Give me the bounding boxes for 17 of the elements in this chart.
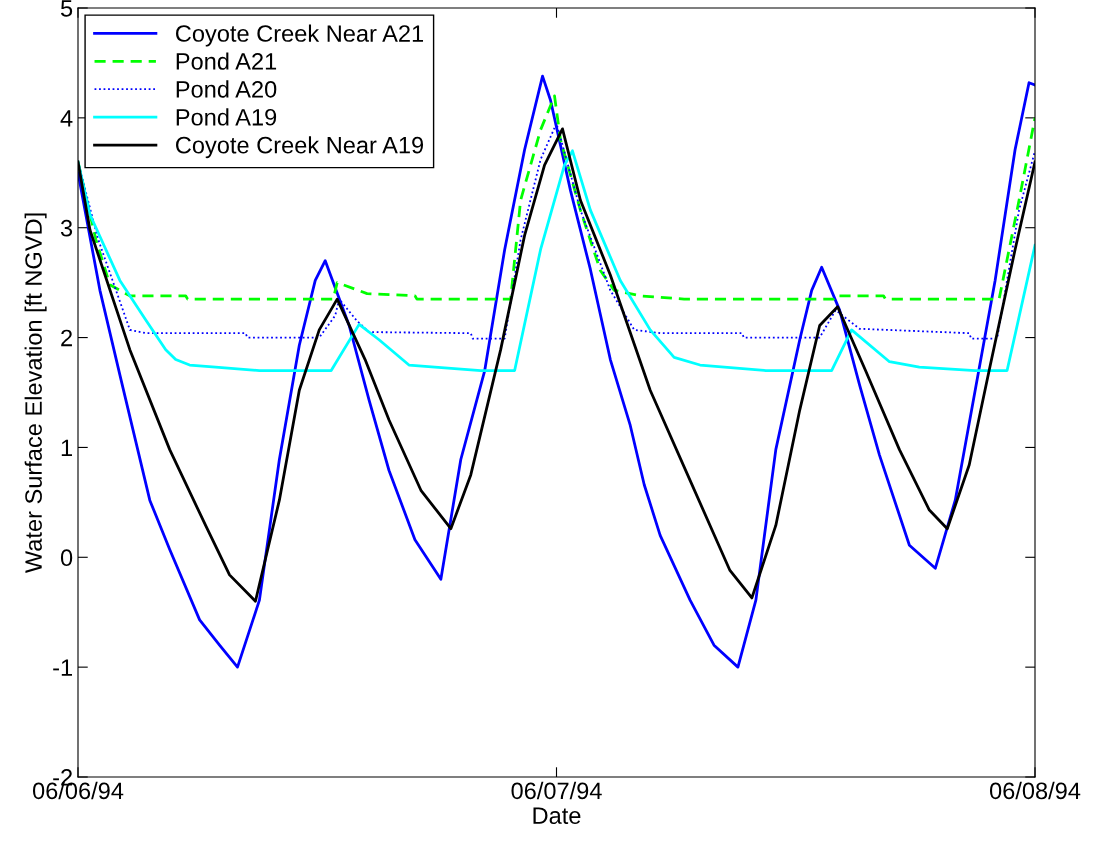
- y-tick-label: 0: [60, 549, 73, 567]
- legend-label: Pond A19: [176, 108, 277, 126]
- legend-label: Coyote Creek Near A19: [176, 136, 424, 159]
- x-tick-label: 06/08/94: [989, 781, 1081, 800]
- x-axis-title: Date: [533, 807, 581, 824]
- y-tick-label: 1: [61, 439, 72, 456]
- y-tick-label: 2: [61, 329, 72, 347]
- y-tick-label: 5: [60, 0, 73, 17]
- y-tick-label: -1: [53, 659, 72, 676]
- y-tick-label: 4: [60, 110, 73, 127]
- legend-label: Coyote Creek Near A21: [176, 24, 424, 47]
- legend-label: Pond A20: [176, 80, 277, 98]
- y-axis-title: Water Surface Elevation [ft NGVD]: [24, 213, 47, 574]
- line-series: [78, 74, 1035, 669]
- y-tick-label: 3: [60, 219, 73, 237]
- legend-label: Pond A21: [176, 52, 277, 70]
- x-tick-label: 06/07/94: [511, 781, 602, 800]
